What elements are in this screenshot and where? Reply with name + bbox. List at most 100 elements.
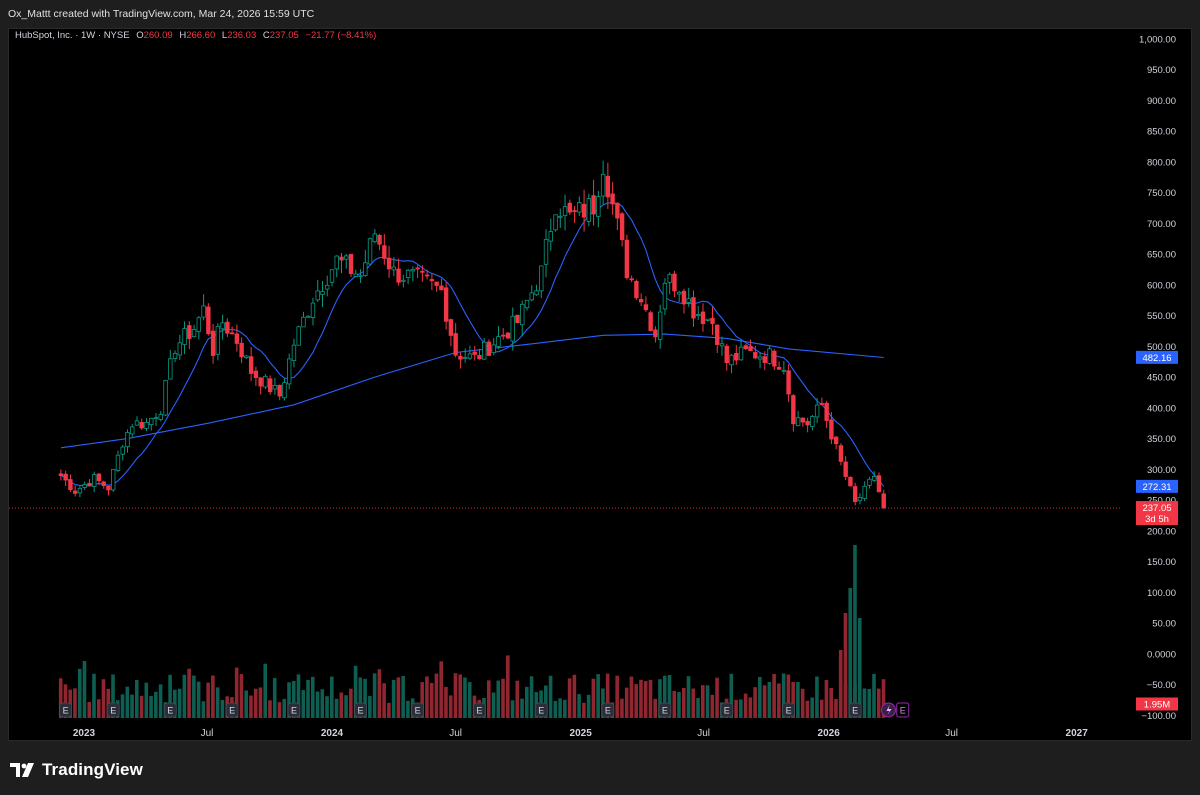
- candle-body: [120, 446, 125, 455]
- volume-bar: [158, 684, 163, 718]
- chart-pane[interactable]: [8, 28, 1192, 741]
- candle-body: [353, 273, 358, 277]
- volume-bar: [310, 676, 315, 718]
- volume-bar: [82, 660, 87, 718]
- volume-bar: [139, 695, 144, 718]
- volume-bar: [320, 689, 325, 718]
- volume-bar: [829, 688, 833, 718]
- earnings-marker: [720, 702, 734, 718]
- price-label-text: 1.95M: [1144, 700, 1170, 711]
- volume-bar: [639, 679, 643, 718]
- earnings-marker-label: E: [63, 706, 69, 716]
- price-axis-tick: 100.00: [1147, 588, 1176, 599]
- volume-bar: [444, 686, 448, 718]
- candle-body: [315, 290, 320, 301]
- volume-bar: [677, 692, 681, 718]
- candle-body: [619, 213, 625, 241]
- candle-body: [434, 281, 439, 286]
- earnings-marker-label: E: [605, 706, 611, 716]
- candle-body: [401, 279, 406, 282]
- volume-bar: [101, 679, 106, 718]
- candle-body: [562, 206, 568, 216]
- candle-body: [182, 328, 187, 345]
- price-axis-tick: 50.00: [1152, 619, 1176, 630]
- candle-body: [348, 253, 354, 274]
- candle-body: [272, 385, 278, 390]
- candle-body: [867, 478, 872, 486]
- price-axis-tick: 900.00: [1147, 96, 1176, 107]
- volume-bar: [353, 665, 358, 718]
- volume-bar: [368, 696, 372, 718]
- earnings-marker: [106, 702, 120, 718]
- price-axis-tick: 850.00: [1147, 127, 1176, 138]
- candle-body: [329, 269, 335, 283]
- open-label: O: [136, 30, 144, 41]
- candle-body: [691, 297, 696, 319]
- candle-body: [372, 233, 378, 243]
- candle-body: [306, 315, 311, 318]
- candle-body: [610, 193, 615, 205]
- volume-bar: [125, 686, 130, 718]
- price-axis-tick: 650.00: [1147, 250, 1176, 261]
- close-value: 237.05: [269, 30, 299, 41]
- volume-bar: [810, 697, 814, 718]
- volume-bar: [515, 680, 520, 718]
- time-axis-label: Jul: [449, 728, 462, 739]
- candle-body: [363, 262, 368, 276]
- volume-bar: [425, 676, 429, 718]
- volume-bar: [653, 698, 658, 718]
- price-axis-tick: 350.00: [1147, 434, 1176, 445]
- candle-body: [510, 315, 515, 342]
- candle-body: [496, 336, 501, 347]
- earnings-marker: [534, 702, 548, 718]
- volume-bar: [848, 588, 853, 718]
- time-axis-label: 2027: [1066, 728, 1089, 739]
- candle-body: [115, 454, 121, 471]
- volume-bar: [448, 695, 453, 718]
- candle-body: [677, 291, 682, 295]
- candle-body: [415, 267, 420, 270]
- candle-body: [696, 314, 701, 316]
- volume-bar: [334, 698, 339, 718]
- volume-bar: [572, 674, 577, 718]
- candle-body: [539, 265, 544, 292]
- volume-bar: [486, 680, 491, 718]
- candle-body: [643, 304, 649, 311]
- candle-body: [391, 266, 397, 271]
- volume-bar: [211, 675, 215, 718]
- tradingview-logo[interactable]: TradingView: [10, 760, 143, 780]
- volume-bar: [463, 677, 467, 718]
- volume-bar: [753, 687, 757, 718]
- volume-bar: [662, 675, 667, 718]
- volume-bar: [658, 679, 662, 718]
- candle-body: [82, 484, 87, 488]
- volume-bar: [287, 682, 291, 718]
- volume-bar: [563, 699, 567, 718]
- volume-bar: [791, 681, 795, 718]
- candle-body: [234, 333, 240, 344]
- volume-bar: [544, 685, 548, 718]
- candle-body: [653, 329, 658, 338]
- candle-body: [534, 290, 539, 296]
- candle-body: [729, 354, 734, 366]
- earnings-marker-label: E: [786, 706, 792, 716]
- volume-bar: [772, 673, 776, 718]
- candle-body: [781, 369, 787, 372]
- candle-body: [548, 231, 553, 242]
- price-label-last-price: [1136, 501, 1178, 526]
- volume-bar: [548, 675, 553, 718]
- volume-bar: [96, 699, 101, 718]
- candle-body: [472, 351, 477, 355]
- volume-bar: [149, 695, 153, 718]
- price-axis-tick: 500.00: [1147, 342, 1176, 353]
- candle-body: [805, 420, 810, 426]
- candle-body: [443, 287, 449, 322]
- candle-body: [96, 473, 102, 482]
- earnings-marker: [473, 702, 486, 718]
- candle-body: [767, 348, 772, 364]
- volume-bar: [349, 688, 353, 718]
- candle-body: [715, 324, 720, 345]
- candle-body: [458, 355, 463, 360]
- tradingview-brand: TradingView: [42, 760, 143, 779]
